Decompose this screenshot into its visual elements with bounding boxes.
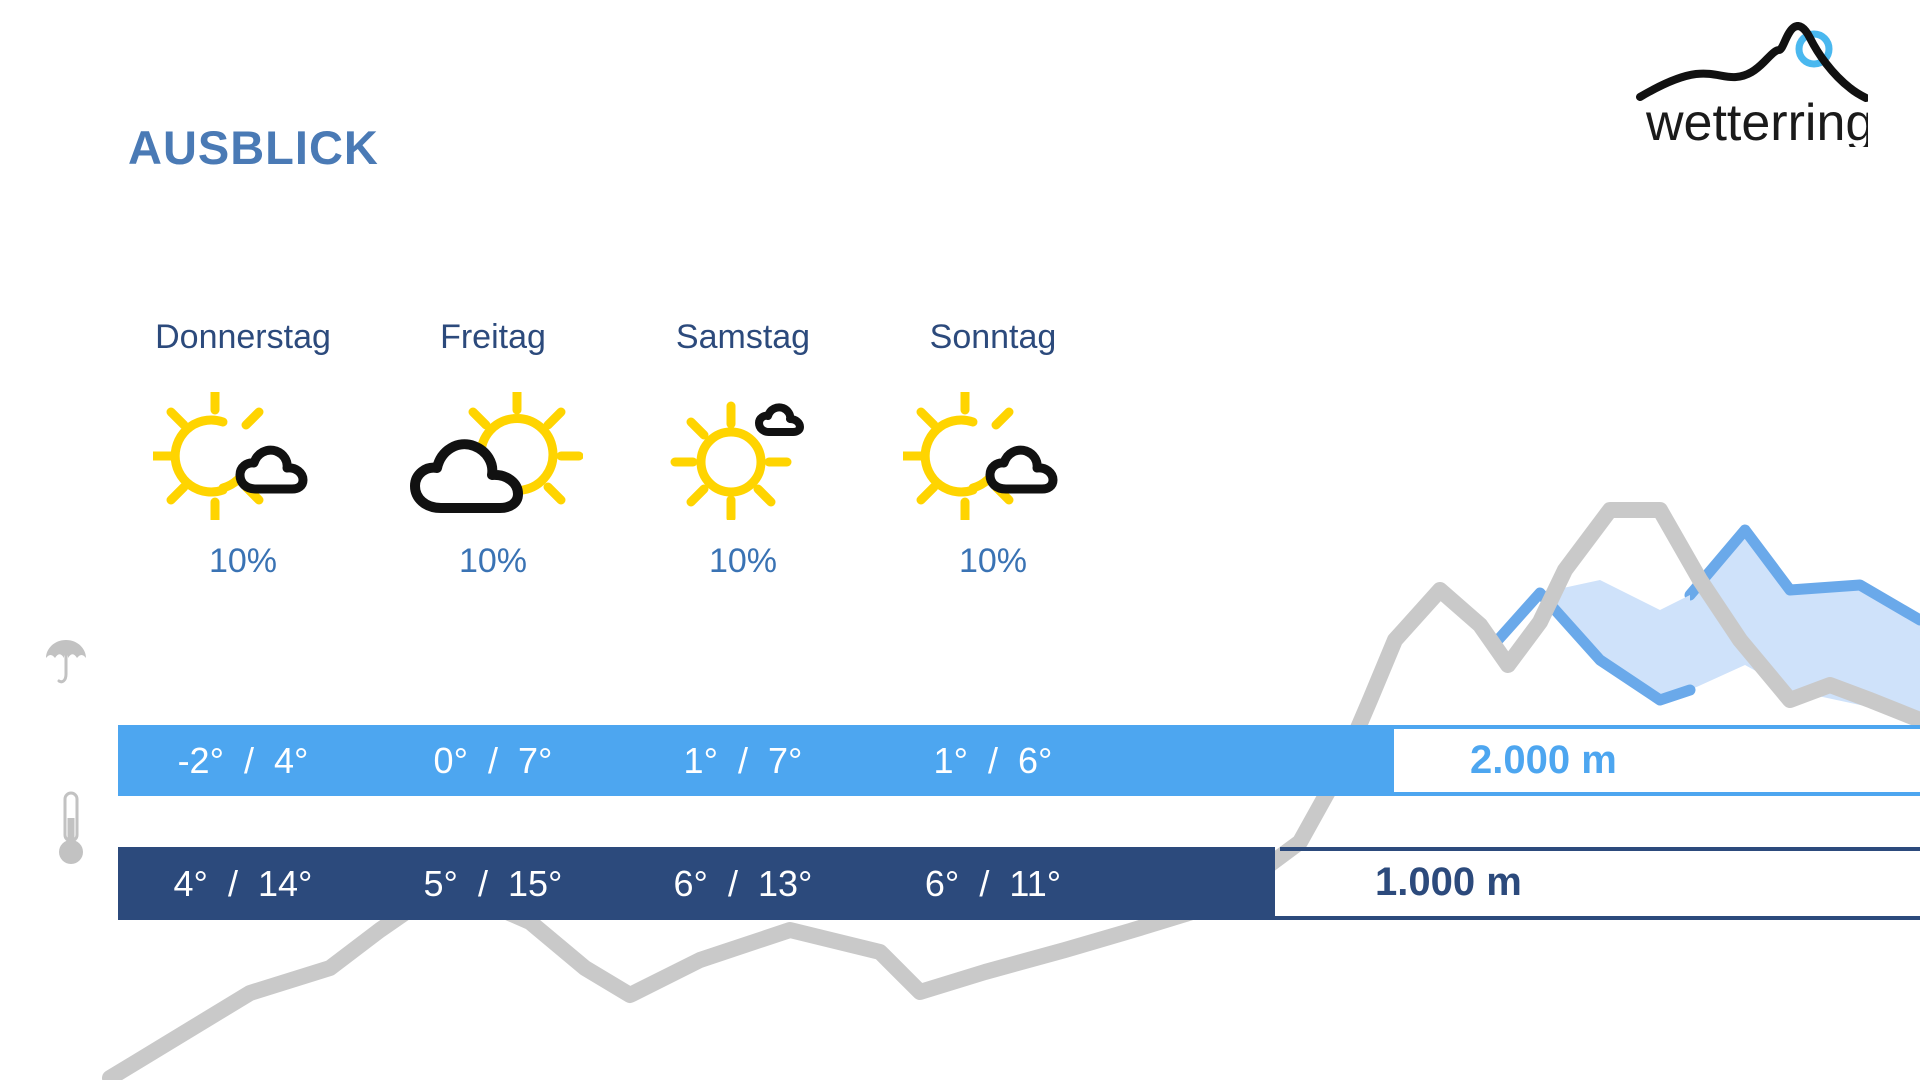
thermometer-icon — [56, 790, 86, 871]
logo-wordmark: wetterring — [1645, 94, 1868, 147]
temp-max: 7° — [518, 739, 553, 781]
temp-cell-1000m-day-1: 5° / 15° — [368, 862, 618, 904]
temp-min: -2° — [177, 739, 224, 781]
altitude-label-2000m: 2.000 m — [1470, 738, 1617, 782]
day-name-1: Freitag — [440, 318, 546, 356]
sun-with-small-cloud-icon — [903, 392, 1058, 520]
precipitation-3: 10% — [958, 542, 1028, 580]
temp-separator: / — [979, 862, 990, 904]
day-column-0[interactable]: Donnerstag 1 — [118, 320, 368, 578]
temp-cell-1000m-day-3: 6° / 11° — [868, 862, 1118, 904]
temp-separator: / — [487, 739, 498, 781]
altitude-rule-2000-bottom — [1320, 792, 1920, 796]
snow-ridge-line-mid — [1492, 587, 1696, 706]
altitude-label-1000m: 1.000 m — [1375, 860, 1522, 904]
temp-max: 4° — [274, 739, 309, 781]
temp-max: 11° — [1009, 862, 1062, 904]
temp-separator: / — [987, 739, 998, 781]
temp-min: 6° — [924, 862, 960, 904]
temp-max: 7° — [768, 739, 803, 781]
temp-min: 5° — [423, 862, 458, 904]
altitude-rule-1000-top — [1280, 847, 1920, 851]
day-column-2[interactable]: Samstag 10% — [618, 320, 868, 578]
temp-min: 0° — [433, 739, 468, 781]
temp-separator: / — [727, 862, 738, 904]
cloud-over-sun-icon — [410, 392, 583, 513]
sun-with-tiny-cloud-icon — [670, 401, 804, 520]
weather-icon-1 — [368, 392, 618, 522]
weather-icon-0 — [118, 392, 368, 522]
temperature-band-1000m: 4° / 14° 5° / 15° 6° / 13° 6° / 11° — [118, 847, 1275, 920]
day-name-3: Sonntag — [929, 318, 1057, 356]
sun-with-small-cloud-icon — [153, 392, 308, 520]
snow-ridge-line-right — [1684, 524, 1920, 626]
temp-separator: / — [477, 862, 488, 904]
umbrella-icon — [44, 634, 88, 695]
temp-cell-2000m-day-0: -2° / 4° — [118, 739, 368, 781]
temp-cell-1000m-day-2: 6° / 13° — [618, 862, 868, 904]
temp-max: 13° — [758, 862, 813, 904]
weather-icon-2 — [618, 392, 868, 522]
altitude-rule-1000-bottom — [1228, 916, 1920, 920]
precipitation-2: 10% — [708, 542, 778, 580]
temp-separator: / — [227, 862, 238, 904]
day-column-1[interactable]: Freitag 10% — [368, 320, 618, 578]
temp-min: 1° — [683, 739, 718, 781]
temp-cell-2000m-day-2: 1° / 7° — [618, 739, 868, 781]
temp-cell-2000m-day-1: 0° / 7° — [368, 739, 618, 781]
wetterring-logo[interactable]: wetterring — [1636, 22, 1874, 152]
weather-icon-3 — [868, 392, 1118, 522]
temp-separator: / — [243, 739, 254, 781]
page-title: AUSBLICK — [128, 121, 379, 174]
precipitation-0: 10% — [208, 542, 278, 580]
temp-max: 15° — [508, 862, 563, 904]
temp-min: 6° — [673, 862, 708, 904]
temp-min: 1° — [933, 739, 968, 781]
logo-mountain-icon — [1636, 22, 1870, 102]
snow-area-mid — [1498, 580, 1690, 700]
precipitation-1: 10% — [458, 542, 528, 580]
logo-sun-icon — [1795, 30, 1833, 68]
temp-max: 14° — [258, 862, 313, 904]
temp-separator: / — [737, 739, 748, 781]
mountain-outline-path — [102, 502, 1920, 1080]
temp-cell-1000m-day-0: 4° / 14° — [118, 862, 368, 904]
snow-area-right — [1690, 530, 1920, 715]
altitude-rule-2000-top — [1393, 725, 1920, 729]
temp-min: 4° — [173, 862, 208, 904]
temp-cell-2000m-day-3: 1° / 6° — [868, 739, 1118, 781]
day-column-3[interactable]: Sonntag 10% — [868, 320, 1118, 578]
day-name-2: Samstag — [675, 318, 811, 356]
temperature-band-2000m: -2° / 4° 0° / 7° 1° / 7° 1° / 6° — [118, 725, 1394, 796]
day-name-0: Donnerstag — [155, 318, 331, 356]
temp-max: 6° — [1018, 739, 1053, 781]
